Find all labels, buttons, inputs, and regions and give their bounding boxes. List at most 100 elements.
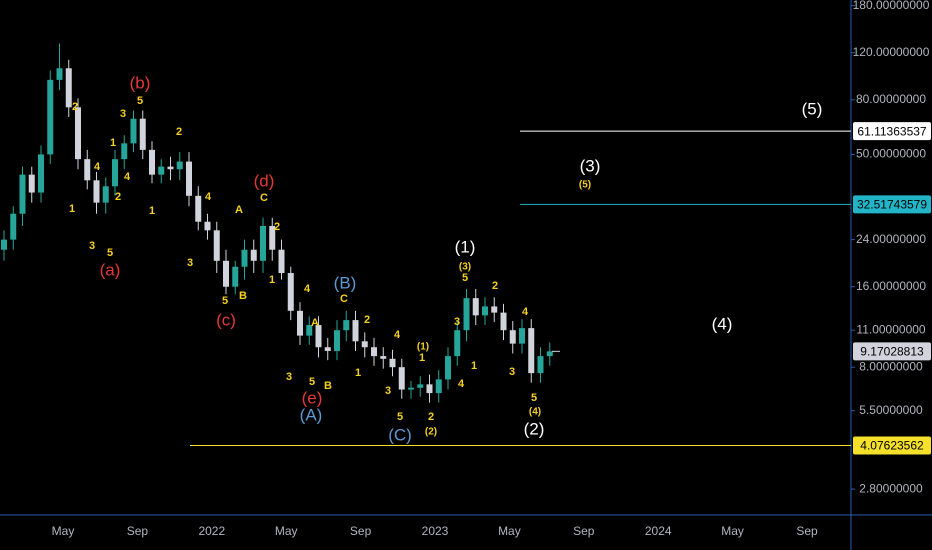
candle-body: [121, 143, 128, 160]
candle-body: [112, 159, 118, 187]
wave-label: 3: [509, 366, 515, 378]
wave-label: (4): [712, 314, 733, 333]
candle-body: [398, 367, 405, 390]
price-tag: [853, 122, 931, 141]
candle-body: [213, 230, 220, 261]
price-tag: [853, 436, 931, 455]
x-tick-label: Sep: [127, 524, 149, 538]
candle-body: [380, 356, 387, 359]
wave-label: 2: [115, 191, 121, 203]
candle-body: [509, 330, 516, 344]
wave-label: (B): [334, 273, 357, 292]
last-price-label: 9.17028813: [860, 345, 924, 359]
y-tick-label: 80.00000000: [856, 92, 926, 106]
wave-label: (2): [524, 419, 545, 438]
wave-label: 3: [286, 371, 292, 383]
candle-body: [343, 320, 350, 331]
candle-body: [93, 180, 100, 203]
candle-body: [260, 225, 266, 261]
candle-body: [408, 387, 414, 390]
wave-label: 1: [355, 367, 361, 379]
candle-body: [482, 306, 488, 316]
candle-body: [472, 298, 479, 316]
wave-label: 2: [176, 126, 182, 138]
y-tick-label: 120.00000000: [853, 45, 930, 59]
wave-label: (4): [529, 407, 541, 418]
price-tag-label: 61.11363537: [857, 124, 927, 138]
y-tick-label: 180.00000000: [853, 0, 930, 12]
candle-body: [204, 221, 211, 231]
wave-label: 4: [205, 191, 212, 203]
x-tick-label: 2022: [198, 524, 225, 538]
candle-body: [19, 174, 26, 214]
y-tick-label: 24.00000000: [856, 232, 926, 246]
candle-body: [167, 166, 174, 170]
candle-body: [47, 79, 54, 155]
price-tag: [853, 195, 931, 214]
candle-body: [371, 347, 377, 357]
candle-body: [306, 325, 313, 336]
wave-label: 2: [428, 411, 434, 423]
candle-body: [324, 347, 331, 351]
wave-label: 1: [269, 274, 275, 286]
candle-body: [223, 260, 229, 287]
candle-body: [297, 310, 303, 336]
wave-label: 1: [471, 360, 477, 372]
candle-body: [10, 213, 17, 240]
candle-body: [269, 225, 276, 250]
wave-label: 5: [531, 392, 537, 404]
candle-body: [287, 273, 294, 311]
price-tag-label: 32.51743579: [857, 198, 927, 212]
candle-body: [102, 186, 109, 203]
wave-label: (1): [417, 342, 429, 353]
wave-label: 4: [394, 329, 401, 341]
wave-label: B: [324, 380, 332, 392]
wave-label: 2: [72, 101, 78, 113]
wave-label: 5: [222, 295, 228, 307]
x-tick-label: Sep: [573, 524, 595, 538]
wave-label: (5): [579, 180, 591, 191]
candle-body: [491, 306, 498, 313]
wave-label: 4: [304, 283, 311, 295]
x-tick-label: Sep: [350, 524, 372, 538]
candle-body: [241, 249, 248, 267]
wave-label: 1: [110, 137, 116, 149]
candle-body: [1, 239, 7, 250]
y-tick-label: 8.00000000: [859, 359, 923, 373]
candle-body: [56, 68, 63, 80]
candle-body: [389, 358, 396, 368]
last-price-tag: [853, 342, 931, 361]
y-tick-label: 5.50000000: [859, 403, 923, 417]
candle-body: [435, 379, 442, 394]
wave-label: 4: [458, 378, 465, 390]
wave-label: 5: [107, 247, 113, 259]
y-tick-label: 16.00000000: [856, 279, 926, 293]
wave-label: 1: [69, 203, 75, 215]
wave-label: (C): [388, 425, 412, 444]
candle-body: [417, 384, 424, 388]
x-tick-label: May: [721, 524, 744, 538]
candle-body: [352, 320, 359, 342]
wave-label: (3): [459, 262, 471, 273]
candle-body: [361, 341, 368, 348]
candle-body: [426, 384, 433, 394]
candle-body: [537, 356, 544, 374]
wave-label: 5: [397, 411, 403, 423]
wave-label: (3): [580, 156, 601, 175]
candle-body: [500, 312, 507, 331]
wave-label: (e): [302, 388, 323, 407]
candle-body: [463, 298, 470, 331]
candle-body: [65, 68, 72, 108]
x-tick-label: Sep: [796, 524, 818, 538]
wave-label: A: [235, 204, 243, 216]
wave-label: 3: [454, 316, 460, 328]
candle-body: [278, 249, 285, 274]
wave-label: 1: [149, 205, 155, 217]
wave-label: 3: [187, 257, 193, 269]
candle-body: [528, 328, 535, 374]
wave-label: C: [260, 192, 268, 204]
wave-label: (5): [802, 99, 823, 118]
candle-body: [195, 195, 202, 222]
wave-label: 4: [94, 161, 101, 173]
wave-label: (c): [216, 310, 236, 329]
